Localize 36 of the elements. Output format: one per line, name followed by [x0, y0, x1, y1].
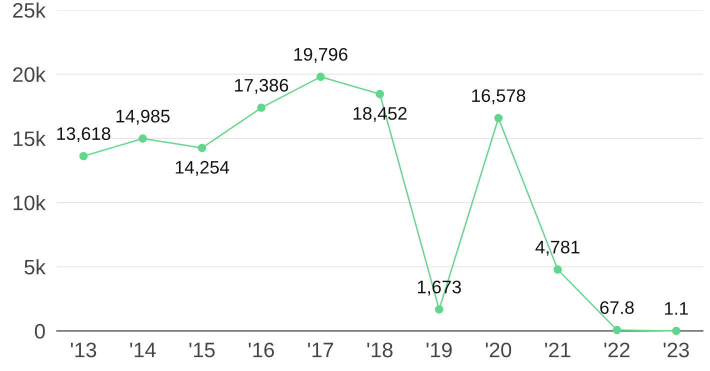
point [554, 265, 562, 274]
x-tick-label: '21 [545, 342, 570, 358]
x-tick-label: '19 [426, 342, 452, 358]
point [198, 144, 206, 152]
y-tick-label: 0 [34, 324, 45, 339]
data-label: 17,386 [235, 78, 288, 94]
point [672, 326, 680, 336]
y-tick-label: 25k [13, 2, 46, 18]
x-tick-label: '15 [190, 342, 215, 358]
data-label: 1.1 [665, 302, 688, 315]
x-tick-label: '13 [70, 342, 96, 358]
data-label: 14,254 [176, 160, 230, 176]
x-tick-label: '22 [604, 342, 630, 358]
point [376, 90, 384, 98]
point [434, 305, 444, 314]
point [257, 104, 266, 112]
x-tick-label: '18 [367, 342, 393, 358]
x-tick-label: '20 [486, 342, 512, 358]
data-label: 13,618 [57, 127, 110, 142]
point [316, 72, 325, 81]
data-label: 67.8 [600, 301, 634, 314]
y-tick-label: 10k [14, 195, 46, 210]
x-tick-label: '23 [664, 342, 689, 358]
y-tick-label: 5k [24, 259, 46, 275]
data-label: 14,985 [116, 110, 170, 125]
point [138, 134, 147, 143]
point [494, 114, 503, 122]
x-tick-label: '17 [308, 342, 334, 358]
point [612, 326, 622, 334]
x-tick-label: '16 [248, 342, 274, 358]
data-label: 16,578 [472, 89, 526, 104]
point [79, 152, 88, 160]
x-tick-label: '14 [130, 342, 156, 358]
y-tick-label: 15k [14, 130, 46, 146]
data-label: 19,796 [294, 48, 348, 63]
y-tick-label: 20k [13, 66, 46, 82]
